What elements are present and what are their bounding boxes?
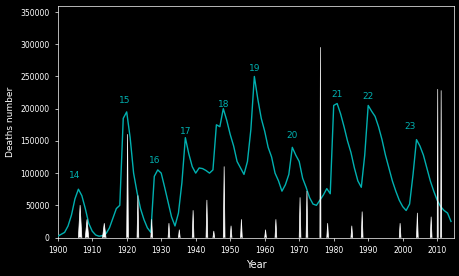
Polygon shape: [360, 212, 362, 238]
Polygon shape: [440, 91, 441, 238]
Text: 16: 16: [148, 156, 160, 165]
Polygon shape: [206, 200, 207, 238]
Polygon shape: [168, 223, 169, 238]
Text: 14: 14: [69, 171, 80, 180]
Polygon shape: [192, 211, 194, 238]
Polygon shape: [415, 213, 417, 238]
Polygon shape: [137, 196, 139, 238]
Text: 15: 15: [119, 96, 130, 105]
Polygon shape: [213, 231, 214, 238]
Text: 21: 21: [331, 90, 342, 99]
Polygon shape: [350, 226, 352, 238]
Polygon shape: [178, 230, 180, 238]
Text: 17: 17: [179, 127, 190, 136]
Polygon shape: [436, 89, 437, 238]
Polygon shape: [85, 219, 89, 238]
Polygon shape: [151, 219, 152, 238]
Text: 22: 22: [362, 92, 373, 101]
Polygon shape: [102, 223, 106, 238]
Text: 20: 20: [286, 131, 297, 140]
Polygon shape: [319, 47, 320, 238]
Polygon shape: [326, 223, 328, 238]
Polygon shape: [429, 217, 431, 238]
Polygon shape: [240, 219, 242, 238]
Polygon shape: [78, 205, 82, 238]
X-axis label: Year: Year: [245, 261, 266, 270]
Polygon shape: [264, 230, 266, 238]
Polygon shape: [274, 219, 276, 238]
Polygon shape: [398, 223, 400, 238]
Polygon shape: [126, 134, 128, 238]
Text: 19: 19: [248, 64, 259, 73]
Polygon shape: [305, 191, 307, 238]
Text: 23: 23: [403, 122, 414, 131]
Text: 18: 18: [217, 100, 229, 109]
Polygon shape: [230, 226, 231, 238]
Polygon shape: [223, 167, 224, 238]
Polygon shape: [298, 198, 300, 238]
Y-axis label: Deaths number: Deaths number: [6, 86, 15, 157]
